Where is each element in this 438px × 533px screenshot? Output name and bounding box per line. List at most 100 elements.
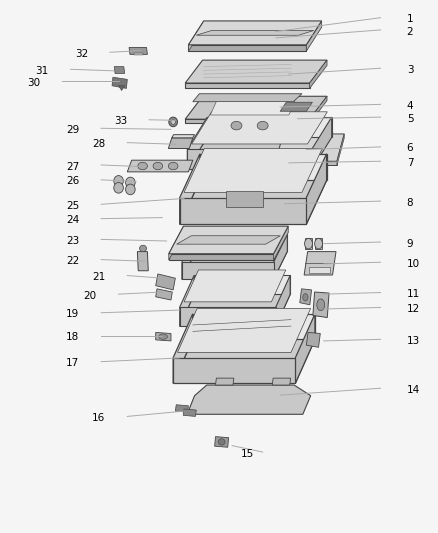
Polygon shape bbox=[312, 117, 332, 169]
Polygon shape bbox=[119, 86, 125, 91]
Polygon shape bbox=[193, 314, 315, 340]
Text: 31: 31 bbox=[35, 66, 49, 76]
Polygon shape bbox=[310, 96, 327, 124]
Polygon shape bbox=[180, 307, 276, 326]
Polygon shape bbox=[138, 252, 148, 271]
Polygon shape bbox=[274, 235, 287, 279]
Text: 19: 19 bbox=[66, 309, 79, 319]
Text: 6: 6 bbox=[407, 143, 413, 154]
Polygon shape bbox=[295, 314, 315, 383]
Ellipse shape bbox=[171, 119, 175, 124]
Ellipse shape bbox=[114, 175, 124, 186]
Polygon shape bbox=[172, 135, 194, 138]
Ellipse shape bbox=[114, 182, 124, 193]
Ellipse shape bbox=[159, 334, 167, 340]
Ellipse shape bbox=[168, 163, 178, 169]
Bar bbox=[134, 53, 143, 55]
Text: 16: 16 bbox=[92, 413, 106, 423]
Text: 23: 23 bbox=[66, 236, 79, 246]
Text: 26: 26 bbox=[66, 176, 79, 187]
Polygon shape bbox=[184, 270, 286, 302]
Polygon shape bbox=[173, 358, 295, 383]
Polygon shape bbox=[112, 77, 127, 88]
Polygon shape bbox=[155, 289, 172, 300]
Polygon shape bbox=[169, 254, 274, 260]
Ellipse shape bbox=[303, 294, 308, 301]
Polygon shape bbox=[196, 30, 314, 35]
Text: 18: 18 bbox=[66, 332, 79, 342]
Polygon shape bbox=[274, 226, 288, 260]
Text: 14: 14 bbox=[407, 385, 420, 395]
Text: 12: 12 bbox=[407, 304, 420, 314]
Ellipse shape bbox=[314, 238, 322, 249]
Polygon shape bbox=[200, 154, 327, 180]
Ellipse shape bbox=[257, 122, 268, 130]
Ellipse shape bbox=[153, 163, 162, 169]
Text: 5: 5 bbox=[407, 114, 413, 124]
Text: 25: 25 bbox=[66, 201, 79, 211]
Polygon shape bbox=[185, 119, 310, 124]
Polygon shape bbox=[187, 149, 312, 169]
Polygon shape bbox=[182, 235, 196, 279]
Polygon shape bbox=[207, 117, 332, 138]
Bar bbox=[304, 238, 312, 249]
Text: 15: 15 bbox=[241, 449, 254, 458]
Polygon shape bbox=[180, 276, 194, 326]
Polygon shape bbox=[196, 235, 287, 252]
Polygon shape bbox=[187, 385, 311, 414]
Polygon shape bbox=[188, 45, 306, 51]
Text: 10: 10 bbox=[407, 259, 420, 269]
Text: 8: 8 bbox=[407, 198, 413, 208]
Polygon shape bbox=[173, 340, 315, 383]
Text: 27: 27 bbox=[66, 161, 79, 172]
Polygon shape bbox=[129, 47, 148, 54]
Polygon shape bbox=[177, 309, 311, 352]
Ellipse shape bbox=[138, 163, 148, 169]
Polygon shape bbox=[215, 437, 229, 447]
Ellipse shape bbox=[304, 238, 312, 249]
Polygon shape bbox=[187, 117, 207, 169]
Polygon shape bbox=[280, 102, 312, 111]
Polygon shape bbox=[185, 83, 310, 88]
Ellipse shape bbox=[218, 439, 225, 445]
Ellipse shape bbox=[140, 245, 147, 252]
Text: 28: 28 bbox=[92, 139, 106, 149]
Polygon shape bbox=[169, 226, 288, 254]
Text: 9: 9 bbox=[407, 239, 413, 248]
Polygon shape bbox=[180, 154, 200, 224]
Polygon shape bbox=[175, 405, 188, 412]
Text: 21: 21 bbox=[92, 272, 106, 282]
Text: 29: 29 bbox=[66, 125, 79, 135]
Text: 13: 13 bbox=[407, 336, 420, 346]
Polygon shape bbox=[182, 262, 274, 279]
Polygon shape bbox=[185, 60, 327, 83]
Ellipse shape bbox=[126, 177, 135, 188]
Polygon shape bbox=[177, 236, 280, 244]
Polygon shape bbox=[337, 134, 344, 165]
Polygon shape bbox=[184, 149, 322, 192]
Polygon shape bbox=[169, 226, 184, 260]
Text: 17: 17 bbox=[66, 358, 79, 368]
Polygon shape bbox=[306, 154, 327, 224]
Polygon shape bbox=[180, 198, 306, 224]
Ellipse shape bbox=[169, 117, 177, 127]
Polygon shape bbox=[168, 138, 193, 149]
Polygon shape bbox=[180, 294, 290, 326]
Text: 33: 33 bbox=[114, 116, 127, 126]
Ellipse shape bbox=[231, 122, 242, 130]
Polygon shape bbox=[186, 229, 283, 257]
Polygon shape bbox=[215, 378, 234, 385]
Polygon shape bbox=[188, 21, 204, 51]
Polygon shape bbox=[310, 60, 327, 88]
Text: 30: 30 bbox=[27, 78, 40, 88]
Polygon shape bbox=[114, 67, 125, 74]
Polygon shape bbox=[306, 333, 320, 348]
Polygon shape bbox=[185, 96, 327, 119]
Polygon shape bbox=[187, 138, 332, 169]
Polygon shape bbox=[276, 276, 290, 326]
Polygon shape bbox=[188, 21, 321, 45]
Text: 22: 22 bbox=[66, 256, 79, 266]
Polygon shape bbox=[272, 378, 290, 385]
Polygon shape bbox=[192, 112, 327, 144]
Polygon shape bbox=[182, 252, 287, 279]
